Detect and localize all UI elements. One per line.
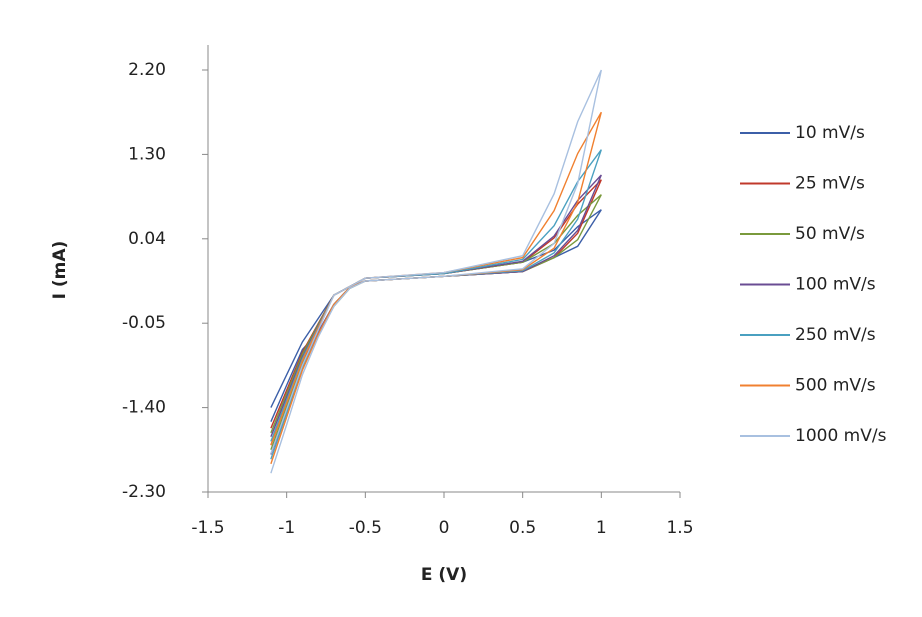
y-tick-label: -2.30	[122, 482, 166, 502]
y-tick-label: 0.04	[128, 229, 166, 249]
y-tick-label: -1.40	[122, 398, 166, 418]
x-tick-label: 0.5	[509, 518, 536, 538]
x-tick-label: 0	[439, 518, 450, 538]
y-tick-label: 2.20	[128, 60, 166, 80]
y-axis-title: I (mA)	[50, 241, 70, 300]
x-tick-label: -0.5	[349, 518, 382, 538]
legend-label: 1000 mV/s	[795, 426, 887, 446]
x-tick-label: -1	[278, 518, 295, 538]
x-tick-label: 1	[596, 518, 607, 538]
series-line	[270, 69, 602, 474]
x-tick-label: -1.5	[191, 518, 224, 538]
legend-label: 25 mV/s	[795, 174, 865, 194]
legend-label: 500 mV/s	[795, 376, 876, 396]
x-axis-title: E (V)	[421, 565, 467, 585]
x-tick-label: 1.5	[666, 518, 693, 538]
legend-label: 250 mV/s	[795, 325, 876, 345]
legend-label: 50 mV/s	[795, 224, 865, 244]
legend-label: 10 mV/s	[795, 123, 865, 143]
y-tick-label: -0.05	[122, 313, 166, 333]
legend-label: 100 mV/s	[795, 275, 876, 295]
y-tick-label: 1.30	[128, 144, 166, 164]
